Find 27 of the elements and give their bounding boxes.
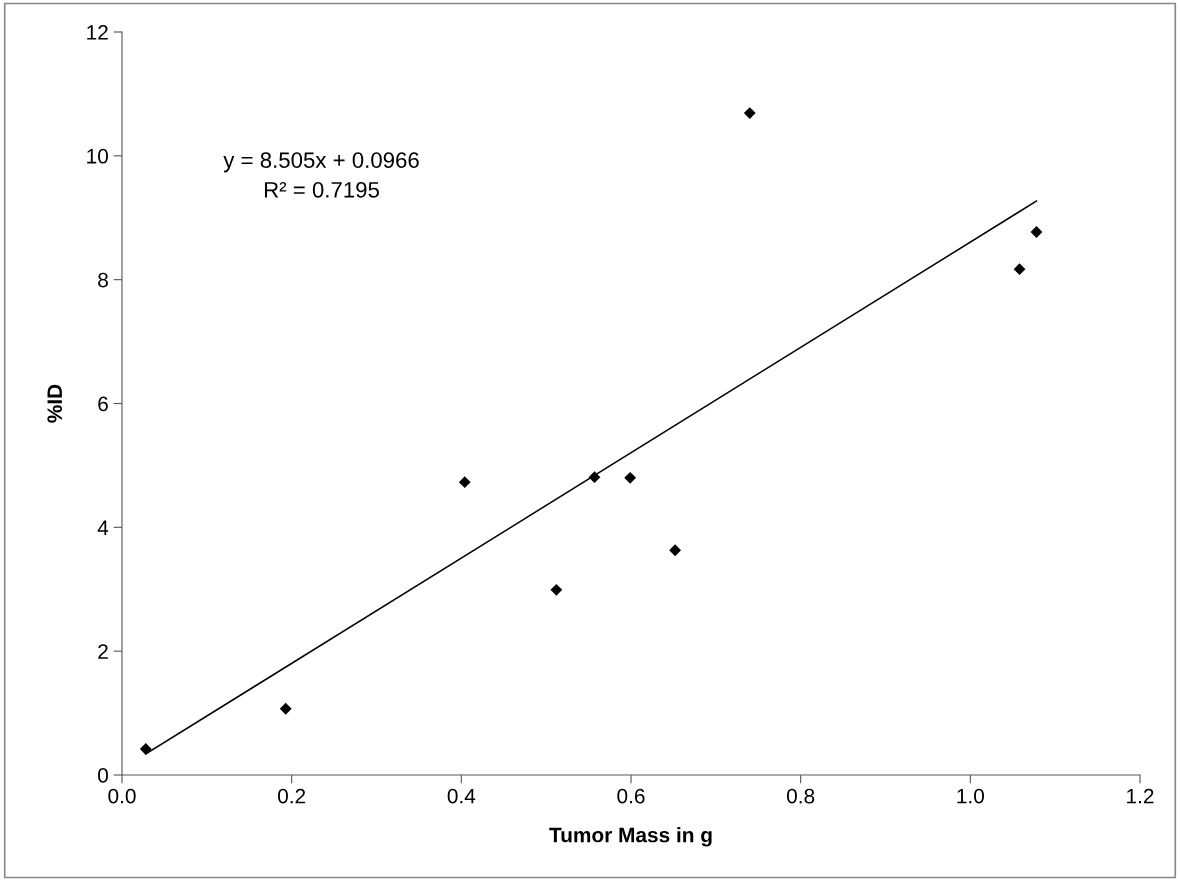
y-tick-label: 2 [98, 644, 108, 659]
y-tick-label: 6 [98, 396, 108, 412]
point [669, 544, 681, 556]
x-tick-label: 0.8 [787, 788, 815, 804]
y-tick-label: 8 [98, 272, 108, 288]
y-tick-label: 4 [97, 520, 109, 535]
x-tick-label: 1.0 [957, 788, 984, 804]
y-tick-label: 0 [98, 768, 108, 783]
y-axis-title: %ID [47, 384, 63, 423]
y-tick-label: 10 [87, 148, 108, 164]
x-tick-label: 0.2 [278, 788, 306, 804]
annotation: y = 8.505x + 0.0966 [223, 152, 419, 173]
point [744, 107, 756, 119]
x-tick-label: 0.4 [447, 788, 476, 804]
point [280, 703, 292, 715]
point [459, 476, 471, 488]
point [624, 472, 636, 484]
x-tick-label: 0.6 [617, 788, 645, 804]
point [1013, 263, 1026, 275]
x-tick-label: 1.2 [1127, 788, 1154, 804]
point [1030, 226, 1043, 238]
x-axis-title: Tumor Mass in g [549, 827, 712, 847]
point [550, 584, 562, 596]
y-tick-label: 12 [87, 25, 108, 40]
point [140, 743, 152, 755]
x-tick-label: 0.0 [108, 788, 136, 804]
annotation: R² = 0.7195 [264, 181, 379, 198]
